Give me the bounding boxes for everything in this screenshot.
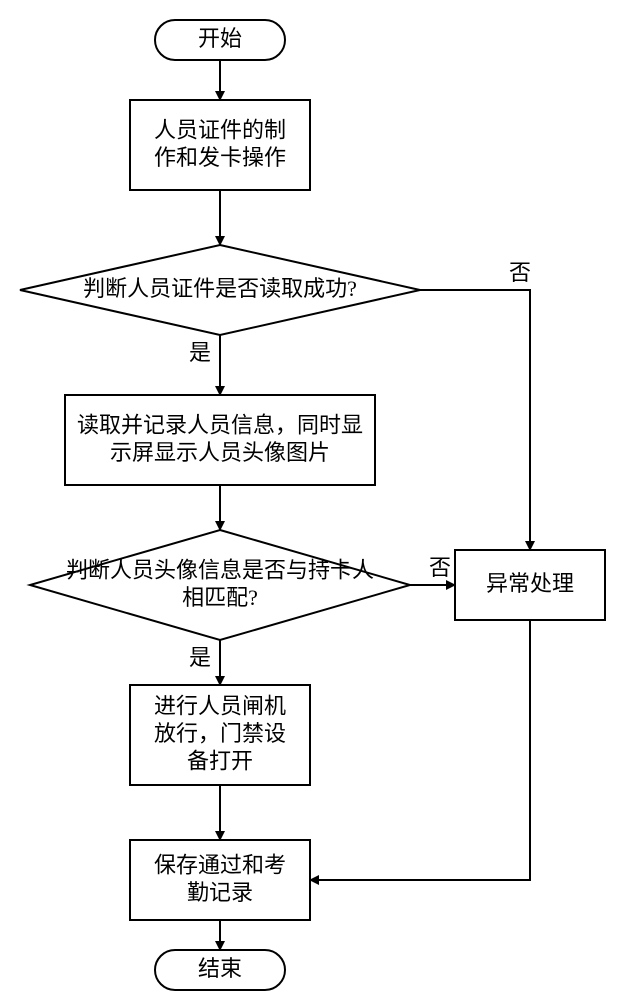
- node-text-line: 放行，门禁设: [154, 721, 286, 746]
- node-step1: 人员证件的制作和发卡操作: [130, 100, 310, 190]
- node-label: 结束: [198, 956, 242, 981]
- edge-label: 否: [429, 555, 451, 580]
- edge-label: 是: [189, 340, 211, 365]
- node-text-line: 读取并记录人员信息，同时显: [77, 412, 363, 437]
- node-text-line: 人员证件的制: [154, 117, 286, 142]
- node-dec2: 判断人员头像信息是否与持卡人相匹配?: [30, 530, 410, 640]
- node-step2: 读取并记录人员信息，同时显示屏显示人员头像图片: [65, 395, 375, 485]
- node-text-line: 勤记录: [187, 880, 253, 905]
- node-text-line: 保存通过和考: [154, 852, 286, 877]
- node-text-line: 相匹配?: [182, 585, 258, 610]
- node-step3: 进行人员闸机放行，门禁设备打开: [130, 685, 310, 785]
- node-text-line: 作和发卡操作: [154, 145, 286, 170]
- node-text-line: 进行人员闸机: [154, 694, 286, 719]
- node-text-line: 示屏显示人员头像图片: [110, 440, 330, 465]
- node-label: 开始: [198, 26, 242, 51]
- node-text-line: 异常处理: [486, 571, 574, 596]
- node-dec1: 判断人员证件是否读取成功?: [20, 245, 420, 335]
- node-end: 结束: [155, 950, 285, 990]
- edge-label: 是: [189, 645, 211, 670]
- edge: [310, 620, 530, 880]
- node-start: 开始: [155, 20, 285, 60]
- edge: [420, 290, 530, 550]
- node-exc: 异常处理: [455, 550, 605, 620]
- node-step4: 保存通过和考勤记录: [130, 840, 310, 920]
- edge-label: 否: [509, 260, 531, 285]
- node-text-line: 备打开: [187, 749, 253, 774]
- node-text-line: 判断人员头像信息是否与持卡人: [66, 557, 374, 582]
- node-text-line: 判断人员证件是否读取成功?: [83, 276, 357, 301]
